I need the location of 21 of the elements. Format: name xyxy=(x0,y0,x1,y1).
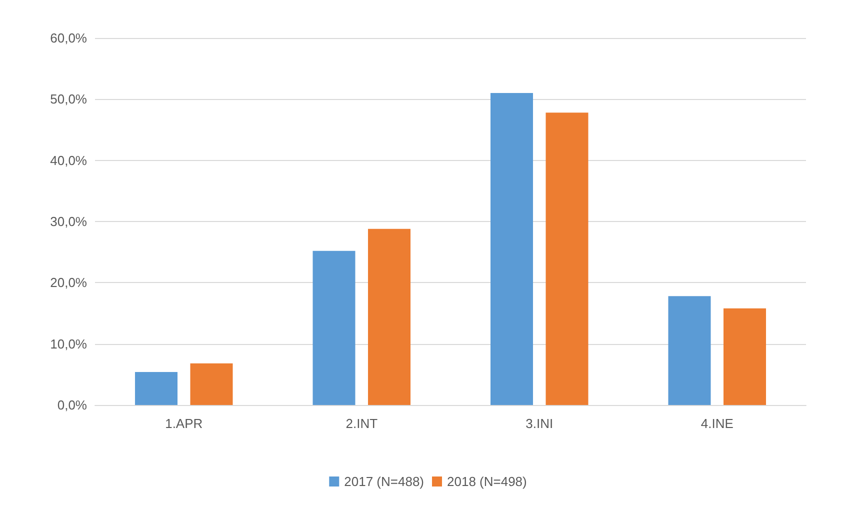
bar xyxy=(546,112,588,405)
x-tick-label: 1.APR xyxy=(165,416,203,431)
x-tick-label: 2.INT xyxy=(346,416,378,431)
bar xyxy=(368,228,411,405)
legend-label: 2017 (N=488) xyxy=(344,474,424,489)
y-tick-label: 10,0% xyxy=(50,336,88,352)
y-tick-label: 0,0% xyxy=(57,398,88,412)
bar xyxy=(490,93,533,405)
x-tick-label: 3.INI xyxy=(526,416,554,431)
x-tick-label: 4.INE xyxy=(700,416,734,431)
bar xyxy=(190,363,233,405)
y-tick-label: 50,0% xyxy=(50,92,88,107)
legend-label: 2018 (N=498) xyxy=(447,474,527,489)
y-tick-label: 30,0% xyxy=(50,214,88,229)
bar xyxy=(724,308,766,405)
y-tick-label: 40,0% xyxy=(50,152,88,168)
y-tick-label: 60,0% xyxy=(50,30,88,46)
bar xyxy=(668,296,711,405)
y-tick-label: 20,0% xyxy=(50,275,88,290)
bar xyxy=(312,250,356,405)
bar xyxy=(134,372,178,405)
